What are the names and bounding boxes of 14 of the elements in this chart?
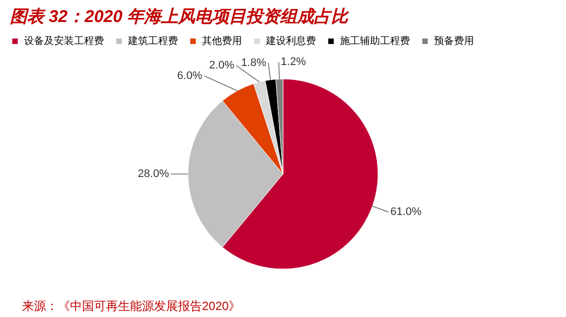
data-label: 28.0% bbox=[138, 168, 170, 180]
data-label: 1.2% bbox=[280, 56, 306, 68]
chart-title: 图表 32：2020 年海上风电项目投资组成占比 bbox=[10, 7, 350, 26]
legend-label: 建筑工程费 bbox=[127, 35, 178, 48]
legend-label: 预备费用 bbox=[434, 35, 474, 48]
data-label: 2.0% bbox=[209, 60, 234, 72]
data-label: 1.8% bbox=[241, 56, 266, 69]
legend-label: 施工辅助工程费 bbox=[340, 35, 410, 48]
legend-label: 设备及安装工程费 bbox=[24, 35, 104, 48]
data-label: 6.0% bbox=[177, 70, 202, 82]
data-label: 61.0% bbox=[390, 206, 422, 218]
source-note: 来源：《中国可再生能源发展报告2020》 bbox=[22, 298, 241, 315]
legend-label: 其他费用 bbox=[202, 35, 242, 48]
legend-label: 建设利息费 bbox=[265, 35, 316, 48]
